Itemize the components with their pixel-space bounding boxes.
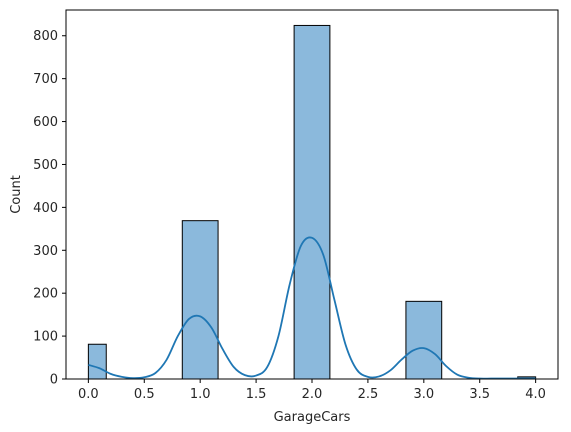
x-tick-label: 0.0 <box>78 387 99 402</box>
kde-curve <box>88 236 536 380</box>
y-tick-label: 600 <box>33 115 58 130</box>
histogram-bar <box>405 300 443 380</box>
y-tick-label: 400 <box>33 201 58 216</box>
histogram-bar <box>87 343 107 380</box>
histogram-bar <box>181 220 219 380</box>
x-tick-label: 1.0 <box>190 387 211 402</box>
x-axis-ticks: 0.0 0.5 1.0 1.5 2.0 2.5 3.0 3.5 4.0 <box>78 379 546 402</box>
y-tick-label: 300 <box>33 244 58 259</box>
y-tick-label: 100 <box>33 330 58 345</box>
y-tick-label: 500 <box>33 158 58 173</box>
x-tick-label: 4.0 <box>525 387 546 402</box>
y-tick-label: 0 <box>50 373 58 388</box>
histogram-bar <box>293 24 331 380</box>
x-axis-label: GarageCars <box>274 410 351 425</box>
y-axis-ticks: 0 100 200 300 400 500 600 700 800 <box>33 29 66 388</box>
x-tick-label: 3.0 <box>413 387 434 402</box>
y-tick-label: 800 <box>33 29 58 44</box>
x-tick-label: 3.5 <box>469 387 490 402</box>
x-tick-label: 2.5 <box>358 387 379 402</box>
x-tick-label: 1.5 <box>246 387 267 402</box>
y-tick-label: 700 <box>33 72 58 87</box>
y-tick-label: 200 <box>33 287 58 302</box>
x-tick-label: 0.5 <box>134 387 155 402</box>
bars-group <box>87 24 537 380</box>
y-axis-label: Count <box>9 175 24 214</box>
x-tick-label: 2.0 <box>302 387 323 402</box>
